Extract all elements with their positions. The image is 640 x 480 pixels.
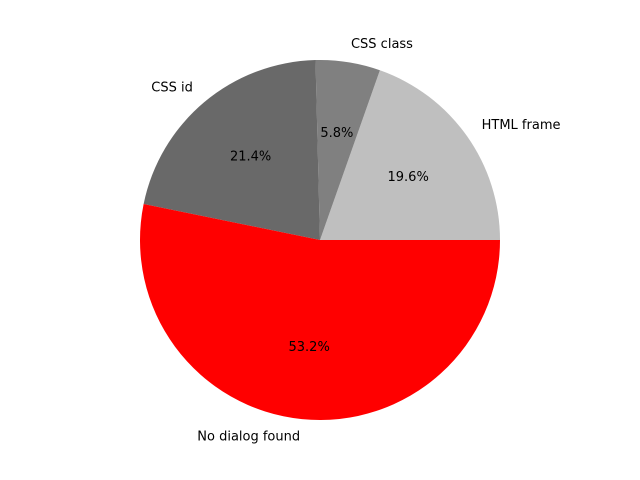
pie-slice-html-frame xyxy=(320,70,500,240)
pie-percent-html-frame: 19.6% xyxy=(388,170,429,185)
pie-percent-css-id: 21.4% xyxy=(230,150,271,165)
pie-slice-css-class xyxy=(315,60,380,241)
pie-label-html-frame: HTML frame xyxy=(482,118,561,133)
pie-percent-no-dialog-found: 53.2% xyxy=(289,340,330,355)
pie-label-css-class: CSS class xyxy=(351,37,413,52)
pie-labels: HTML frame 19.6% CSS class 5.8% CSS id 21.4% N… xyxy=(151,37,560,445)
pie-slices xyxy=(140,60,501,421)
pie-slice-css-id xyxy=(143,60,320,241)
pie-label-no-dialog-found: No dialog found xyxy=(197,430,300,445)
pie-label-css-id: CSS id xyxy=(151,81,193,96)
pie-percent-css-class: 5.8% xyxy=(320,126,353,141)
pie-slice-no-dialog-found xyxy=(140,204,501,421)
